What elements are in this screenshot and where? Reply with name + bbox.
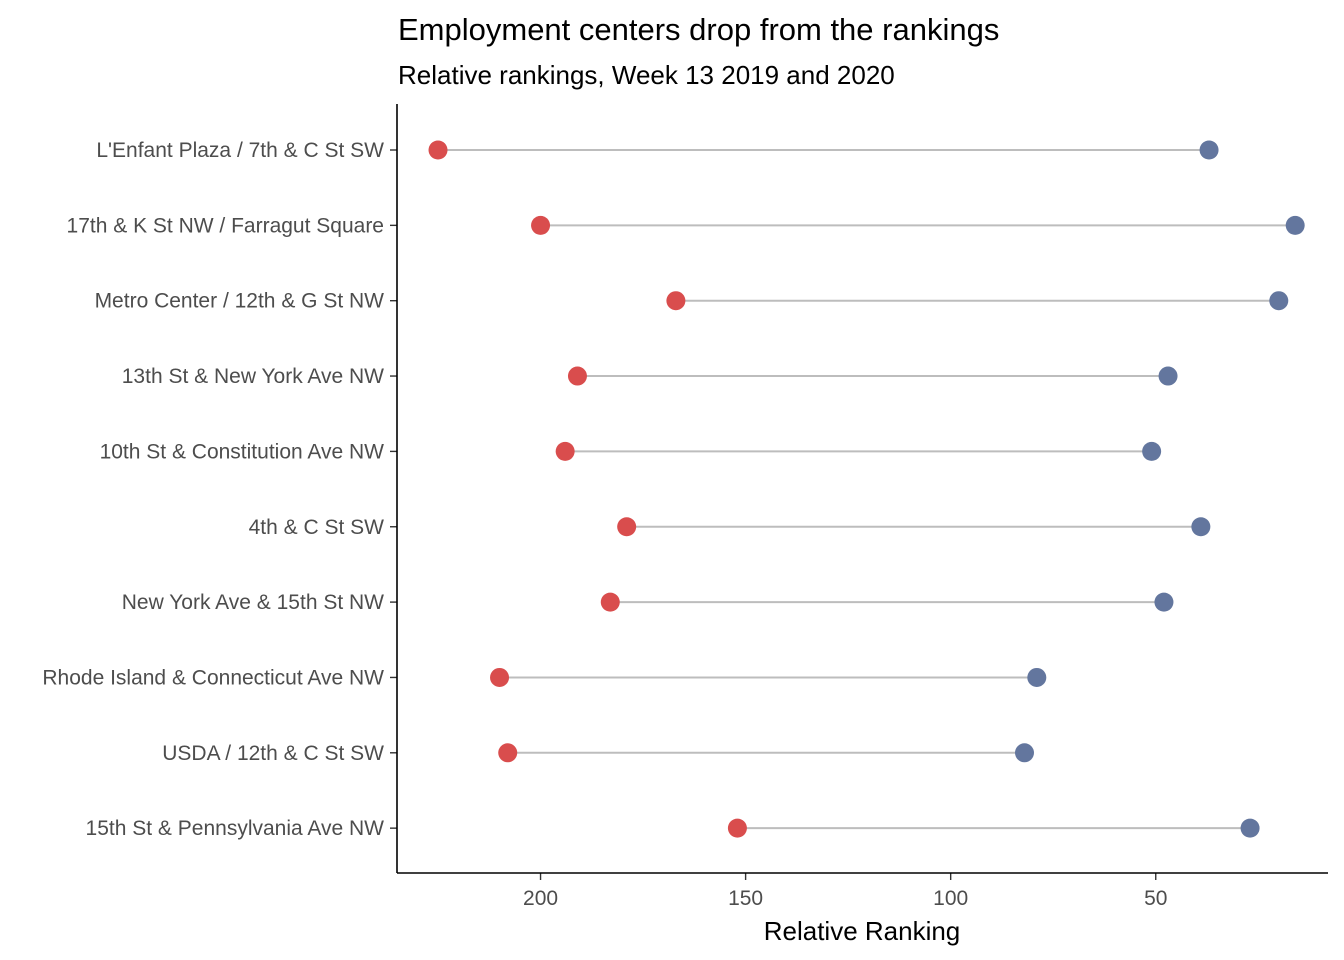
point-2020	[727, 818, 747, 838]
point-2019	[1191, 517, 1211, 537]
point-2020	[428, 140, 448, 160]
point-2020	[617, 517, 637, 537]
point-2020	[600, 592, 620, 612]
point-2019	[1142, 441, 1162, 461]
x-tick-label: 100	[933, 887, 968, 910]
category-label: 17th & K St NW / Farragut Square	[67, 214, 384, 237]
point-2019	[1240, 818, 1260, 838]
point-2019	[1285, 215, 1305, 235]
x-axis-title: Relative Ranking	[764, 916, 961, 946]
x-axis-ticks: 200 150 100 50	[523, 873, 1167, 910]
chart-title: Employment centers drop from the ranking…	[398, 12, 999, 47]
x-tick-label: 200	[523, 887, 558, 910]
point-2019	[1027, 667, 1047, 687]
point-2019	[1015, 743, 1035, 763]
point-2020	[666, 291, 686, 311]
point-2019	[1269, 291, 1289, 311]
category-label: Metro Center / 12th & G St NW	[95, 290, 385, 313]
category-label: L'Enfant Plaza / 7th & C St SW	[96, 139, 384, 162]
x-tick-label: 50	[1144, 887, 1167, 910]
category-label: 10th St & Constitution Ave NW	[100, 440, 385, 463]
chart-subtitle: Relative rankings, Week 13 2019 and 2020	[398, 60, 895, 90]
point-2020	[567, 366, 587, 386]
category-label: Rhode Island & Connecticut Ave NW	[42, 666, 384, 689]
point-2020	[490, 667, 510, 687]
category-label: 4th & C St SW	[249, 516, 385, 539]
point-2019	[1154, 592, 1174, 612]
point-2020	[498, 743, 518, 763]
category-label: 13th St & New York Ave NW	[122, 365, 384, 388]
category-labels: L'Enfant Plaza / 7th & C St SW 17th & K S…	[42, 139, 397, 840]
points-layer	[428, 140, 1305, 838]
category-label: New York Ave & 15th St NW	[122, 591, 384, 614]
point-2020	[555, 441, 575, 461]
point-2020	[531, 215, 551, 235]
segments-layer	[438, 149, 1296, 830]
point-2019	[1199, 140, 1219, 160]
category-label: USDA / 12th & C St SW	[162, 742, 384, 765]
point-2019	[1158, 366, 1178, 386]
x-tick-label: 150	[728, 887, 763, 910]
category-label: 15th St & Pennsylvania Ave NW	[86, 817, 385, 840]
